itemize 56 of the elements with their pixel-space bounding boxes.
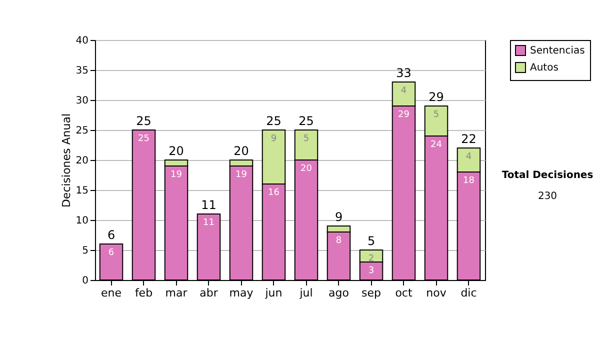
total-label: 20: [168, 144, 184, 158]
data-label: 5: [303, 134, 310, 144]
x-tick-label: may: [229, 286, 254, 300]
text: Total Decisiones: [500, 170, 594, 181]
data-label: 16: [268, 188, 280, 198]
x-tick-label: ago: [328, 286, 350, 300]
total-label: 20: [234, 144, 249, 158]
data-label: 4: [466, 152, 472, 162]
x-tick-label: ene: [100, 286, 122, 300]
total-label: 25: [266, 114, 282, 128]
x-tick-label: dic: [460, 286, 477, 300]
x-tick-label: jul: [298, 286, 313, 300]
data-label: 24: [430, 140, 442, 150]
x-tick-label: oct: [395, 286, 413, 300]
x-tick-label: feb: [134, 286, 153, 300]
total-label: 22: [461, 132, 476, 146]
data-label: 8: [336, 236, 342, 246]
y-tick-label: 30: [76, 96, 88, 106]
y-tick-label: 40: [76, 36, 88, 46]
legend-label: Sentencias: [530, 46, 585, 56]
total-label: 6: [107, 228, 116, 242]
data-label: 11: [203, 218, 214, 228]
y-tick-label: 20: [76, 156, 88, 166]
data-label: 4: [400, 86, 407, 96]
y-tick-label: 15: [76, 186, 88, 196]
data-label: 5: [433, 110, 440, 120]
y-axis-title: Decisiones Anual: [60, 113, 73, 208]
data-label: 18: [463, 176, 475, 186]
x-tick-label: abr: [200, 286, 218, 300]
total-label: 5: [367, 234, 376, 248]
text: 230: [536, 191, 558, 202]
y-tick-label: 25: [76, 126, 88, 136]
y-tick-label: 0: [82, 276, 88, 286]
total-label: 9: [334, 210, 343, 224]
data-label: 3: [368, 266, 374, 276]
y-tick-label: 35: [76, 66, 88, 76]
data-label: 2: [368, 254, 374, 264]
data-label: 6: [108, 248, 114, 258]
x-tick-label: jun: [264, 286, 282, 300]
x-tick-label: mar: [165, 286, 188, 300]
total-label: 25: [298, 114, 314, 128]
y-tick-label: 10: [76, 216, 88, 226]
data-label: 25: [138, 134, 150, 144]
data-label: 19: [236, 170, 248, 180]
x-tick-label: sep: [362, 286, 382, 300]
total-label: 25: [136, 114, 152, 128]
x-tick-label: nov: [426, 286, 447, 300]
total-label: 29: [428, 90, 444, 104]
data-label: 29: [398, 110, 410, 120]
data-label: 20: [300, 164, 312, 174]
data-label: 19: [170, 170, 182, 180]
total-label: 11: [201, 198, 216, 212]
legend-label: Autos: [530, 62, 558, 74]
total-label: 33: [396, 66, 412, 80]
y-tick-label: 5: [82, 246, 88, 256]
data-label: 9: [270, 134, 277, 144]
